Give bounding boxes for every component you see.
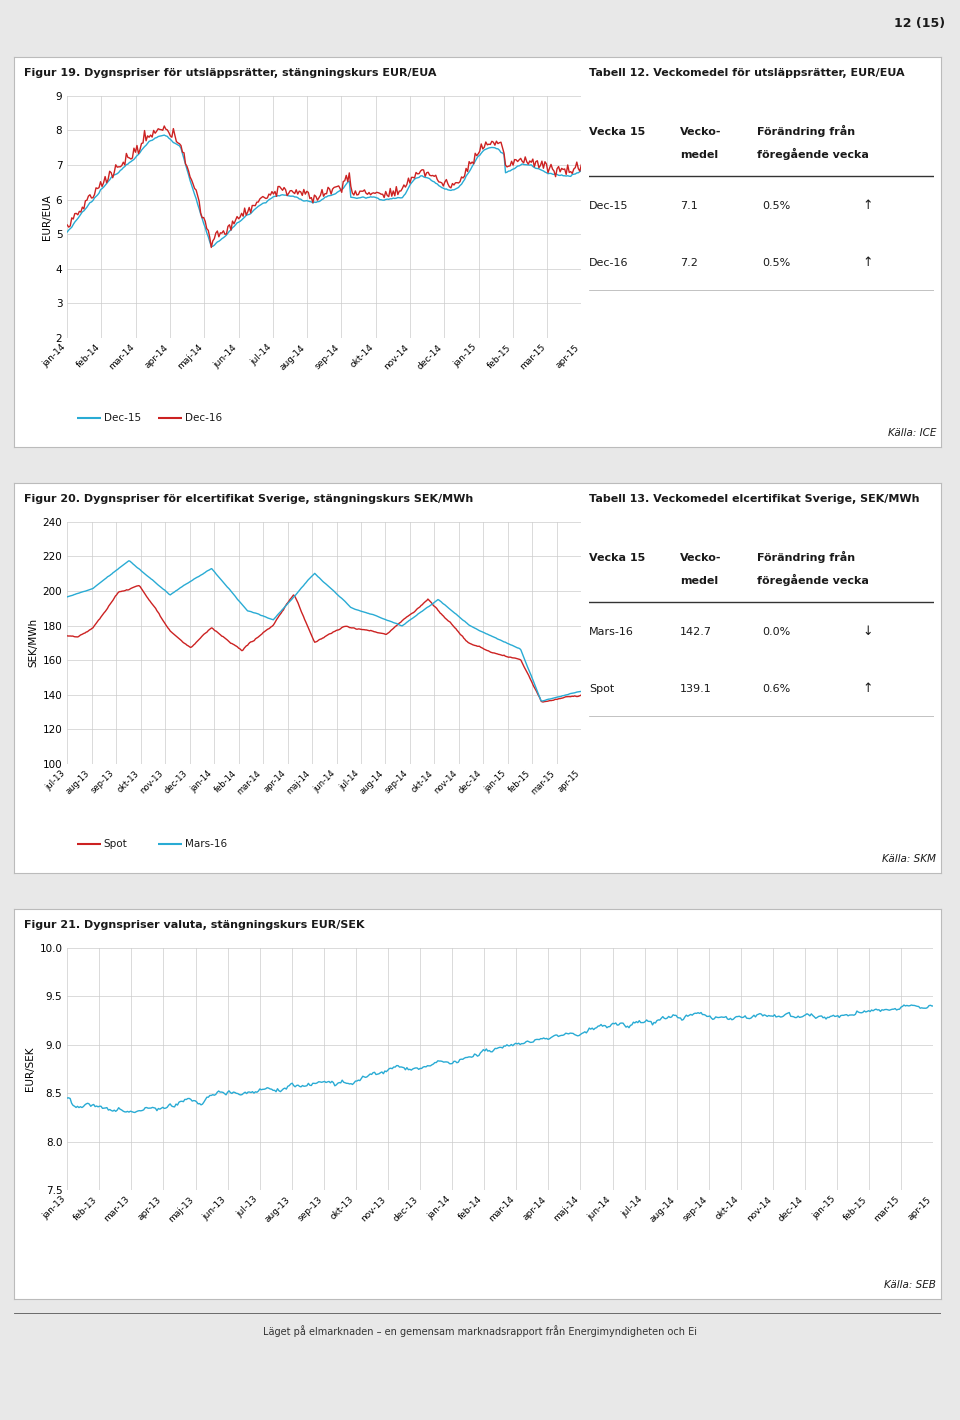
Text: Källa: ICE: Källa: ICE xyxy=(888,427,936,437)
Text: Källa: SEB: Källa: SEB xyxy=(884,1279,936,1289)
Text: Vecko-: Vecko- xyxy=(680,552,722,562)
Text: Figur 21. Dygnspriser valuta, stängningskurs EUR/SEK: Figur 21. Dygnspriser valuta, stängnings… xyxy=(24,920,365,930)
Text: Spot: Spot xyxy=(104,839,128,849)
Text: Läget på elmarknaden – en gemensam marknadsrapport från Energimyndigheten och Ei: Läget på elmarknaden – en gemensam markn… xyxy=(263,1325,697,1336)
Text: ↑: ↑ xyxy=(862,199,873,212)
Text: medel: medel xyxy=(680,149,718,159)
Text: Vecko-: Vecko- xyxy=(680,126,722,136)
Text: ↑: ↑ xyxy=(862,682,873,694)
Text: Förändring från: Förändring från xyxy=(756,551,855,562)
Text: Dec-16: Dec-16 xyxy=(588,257,628,267)
Text: 0.5%: 0.5% xyxy=(762,257,790,267)
Text: Tabell 13. Veckomedel elcertifikat Sverige, SEK/MWh: Tabell 13. Veckomedel elcertifikat Sveri… xyxy=(588,494,920,504)
Text: Vecka 15: Vecka 15 xyxy=(588,552,645,562)
Text: 7.2: 7.2 xyxy=(680,257,698,267)
Text: ↓: ↓ xyxy=(862,625,873,638)
Text: 139.1: 139.1 xyxy=(680,683,711,693)
Text: Dec-15: Dec-15 xyxy=(588,200,628,210)
Text: 7.1: 7.1 xyxy=(680,200,698,210)
Text: Figur 20. Dygnspriser för elcertifikat Sverige, stängningskurs SEK/MWh: Figur 20. Dygnspriser för elcertifikat S… xyxy=(24,494,473,504)
Text: Tabell 12. Veckomedel för utsläppsrätter, EUR/EUA: Tabell 12. Veckomedel för utsläppsrätter… xyxy=(588,68,904,78)
Text: 0.5%: 0.5% xyxy=(762,200,790,210)
Text: föregående vecka: föregående vecka xyxy=(756,574,869,585)
Text: Vecka 15: Vecka 15 xyxy=(588,126,645,136)
Text: medel: medel xyxy=(680,575,718,585)
Y-axis label: EUR/SEK: EUR/SEK xyxy=(25,1047,36,1091)
Text: Mars-16: Mars-16 xyxy=(588,626,634,636)
Text: 0.0%: 0.0% xyxy=(762,626,790,636)
Y-axis label: EUR/EUA: EUR/EUA xyxy=(41,195,52,240)
Text: Dec-15: Dec-15 xyxy=(104,413,141,423)
Text: Förändring från: Förändring från xyxy=(756,125,855,136)
Text: Mars-16: Mars-16 xyxy=(185,839,228,849)
Text: 0.6%: 0.6% xyxy=(762,683,790,693)
Text: Dec-16: Dec-16 xyxy=(185,413,223,423)
Text: ↑: ↑ xyxy=(862,256,873,268)
Text: Figur 19. Dygnspriser för utsläppsrätter, stängningskurs EUR/EUA: Figur 19. Dygnspriser för utsläppsrätter… xyxy=(24,68,437,78)
Text: Spot: Spot xyxy=(588,683,614,693)
Text: Källa: SKM: Källa: SKM xyxy=(882,853,936,863)
Text: 142.7: 142.7 xyxy=(680,626,712,636)
Text: 12 (15): 12 (15) xyxy=(895,17,946,30)
Y-axis label: SEK/MWh: SEK/MWh xyxy=(29,618,38,667)
Text: föregående vecka: föregående vecka xyxy=(756,148,869,159)
